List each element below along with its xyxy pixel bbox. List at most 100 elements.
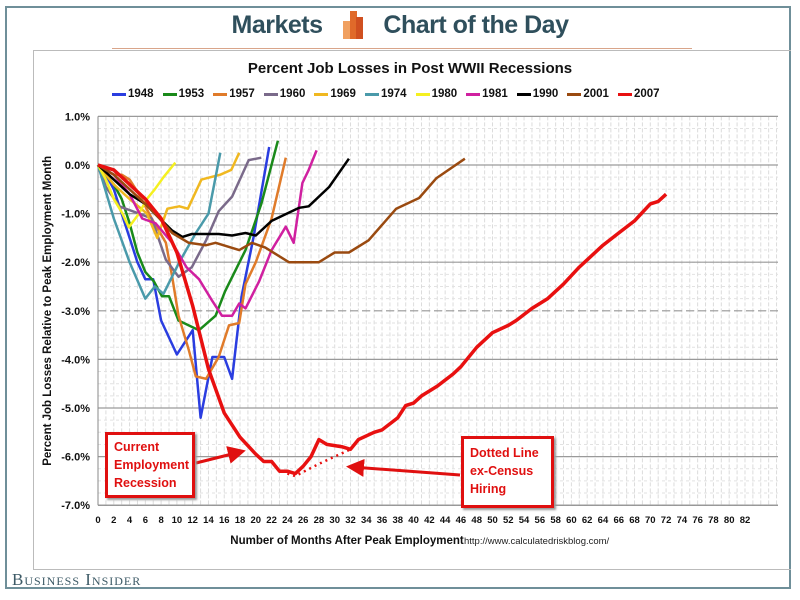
y-tick-label: -7.0% [61,500,90,512]
series-line-1981 [97,149,318,317]
legend-label: 1980 [431,88,458,100]
x-tick-label: 40 [408,515,419,526]
x-tick-label: 16 [219,515,230,526]
legend-item-2007: 2007 [617,88,660,100]
x-tick-label: 0 [95,515,100,526]
x-tick-label: 8 [158,515,163,526]
x-tick-label: 56 [535,515,546,526]
chart-panel [33,50,791,570]
x-tick-label: 44 [440,515,451,526]
page-header: Markets Chart of the Day [0,10,800,40]
legend-label: 1957 [229,88,255,100]
series-line-2007 [97,163,668,476]
y-tick-label: -5.0% [61,403,90,415]
chart-title: Percent Job Losses in Post WWII Recessio… [247,60,573,77]
annotation-line: Employment [114,458,190,472]
x-tick-label: 66 [613,515,624,526]
legend-label: 1953 [178,88,205,100]
annotation-line: Hiring [470,482,507,496]
x-axis-label: Number of Months After Peak Employment [230,535,464,547]
y-tick-label: -2.0% [61,257,90,269]
x-tick-label: 80 [724,515,735,526]
legend-swatch [415,92,430,96]
x-tick-label: 14 [203,515,214,526]
x-tick-label: 28 [314,515,325,526]
legend-swatch [314,92,329,96]
legend-swatch [112,92,126,96]
header-divider [112,48,692,49]
x-tick-label: 58 [550,515,561,526]
series-line-2001 [97,157,466,264]
arrow-dotted-line [346,458,461,477]
x-tick-label: 68 [629,515,640,526]
annotation-line: Current [114,440,160,454]
outer-frame [5,6,791,589]
x-tick-label: 76 [692,515,703,526]
x-tick-label: 70 [645,515,656,526]
y-tick-label: 0.0% [65,160,90,172]
x-tick-label: 12 [187,515,198,526]
chart-legend: 1948 1953 1957 1960 1969 1974 1980 1981 1990 2001… [112,88,660,100]
legend-swatch [466,92,481,96]
legend-label: 1990 [532,88,559,100]
legend-label: 1960 [279,88,306,100]
x-tick-label: 72 [661,515,672,526]
legend-item-1948: 1948 [112,88,154,100]
series-line-1953 [97,140,280,332]
legend-swatch [567,92,582,96]
x-tick-label: 60 [566,515,577,526]
legend-swatch [263,92,278,96]
x-tick-label: 26 [298,515,309,526]
legend-label: 1969 [330,88,356,100]
x-tick-label: 22 [266,515,277,526]
x-tick-label: 6 [143,515,148,526]
legend-swatch [162,92,177,96]
x-tick-label: 46 [456,515,467,526]
series-line-1969 [97,152,241,240]
legend-swatch [516,92,531,96]
legend-item-1957: 1957 [213,88,255,100]
bar-chart-logo-icon [342,11,363,40]
legend-item-1969: 1969 [314,88,356,100]
legend-item-1981: 1981 [466,88,508,100]
legend-label: 2007 [633,88,660,100]
legend-label: 1974 [380,88,407,100]
y-tick-label: -4.0% [61,354,90,366]
series-line-1974 [96,152,222,300]
annotation-line: ex-Census [470,464,534,478]
legend-item-1953: 1953 [162,88,205,100]
legend-item-1980: 1980 [415,88,458,100]
y-tick-label: -3.0% [61,306,90,318]
x-tick-label: 20 [251,515,262,526]
x-tick-label: 78 [708,515,719,526]
x-tick-label: 24 [282,515,293,526]
x-tick-label: 10 [172,515,183,526]
legend-label: 2001 [583,88,609,100]
arrow-current-recession [195,446,246,465]
x-tick-label: 4 [127,515,133,526]
y-axis-label: Percent Job Losses Relative to Peak Empl… [42,156,54,466]
legend-item-1974: 1974 [364,88,407,100]
annotation-line: Dotted Line [470,446,539,460]
legend-item-1960: 1960 [263,88,306,100]
x-tick-label: 30 [329,515,340,526]
x-tick-label: 50 [487,515,498,526]
annotation-current-recession: Current Employment Recession [105,432,195,498]
x-tick-label: 52 [503,515,514,526]
legend-swatch [213,92,228,96]
x-tick-label: 38 [393,515,404,526]
x-tick-label: 62 [582,515,593,526]
series-line-1957 [97,157,288,381]
x-tick-label: 64 [598,515,609,526]
header-chart-of-the-day: Chart of the Day [383,10,569,39]
y-tick-label: 1.0% [65,111,90,123]
x-tick-label: 32 [345,515,356,526]
legend-swatch [364,92,379,96]
legend-item-1990: 1990 [516,88,559,100]
legend-item-2001: 2001 [567,88,609,100]
x-tick-label: 48 [471,515,482,526]
annotation-dotted-line: Dotted Line ex-Census Hiring [461,436,554,508]
x-tick-label: 2 [111,515,116,526]
annotation-line: Recession [114,476,177,490]
